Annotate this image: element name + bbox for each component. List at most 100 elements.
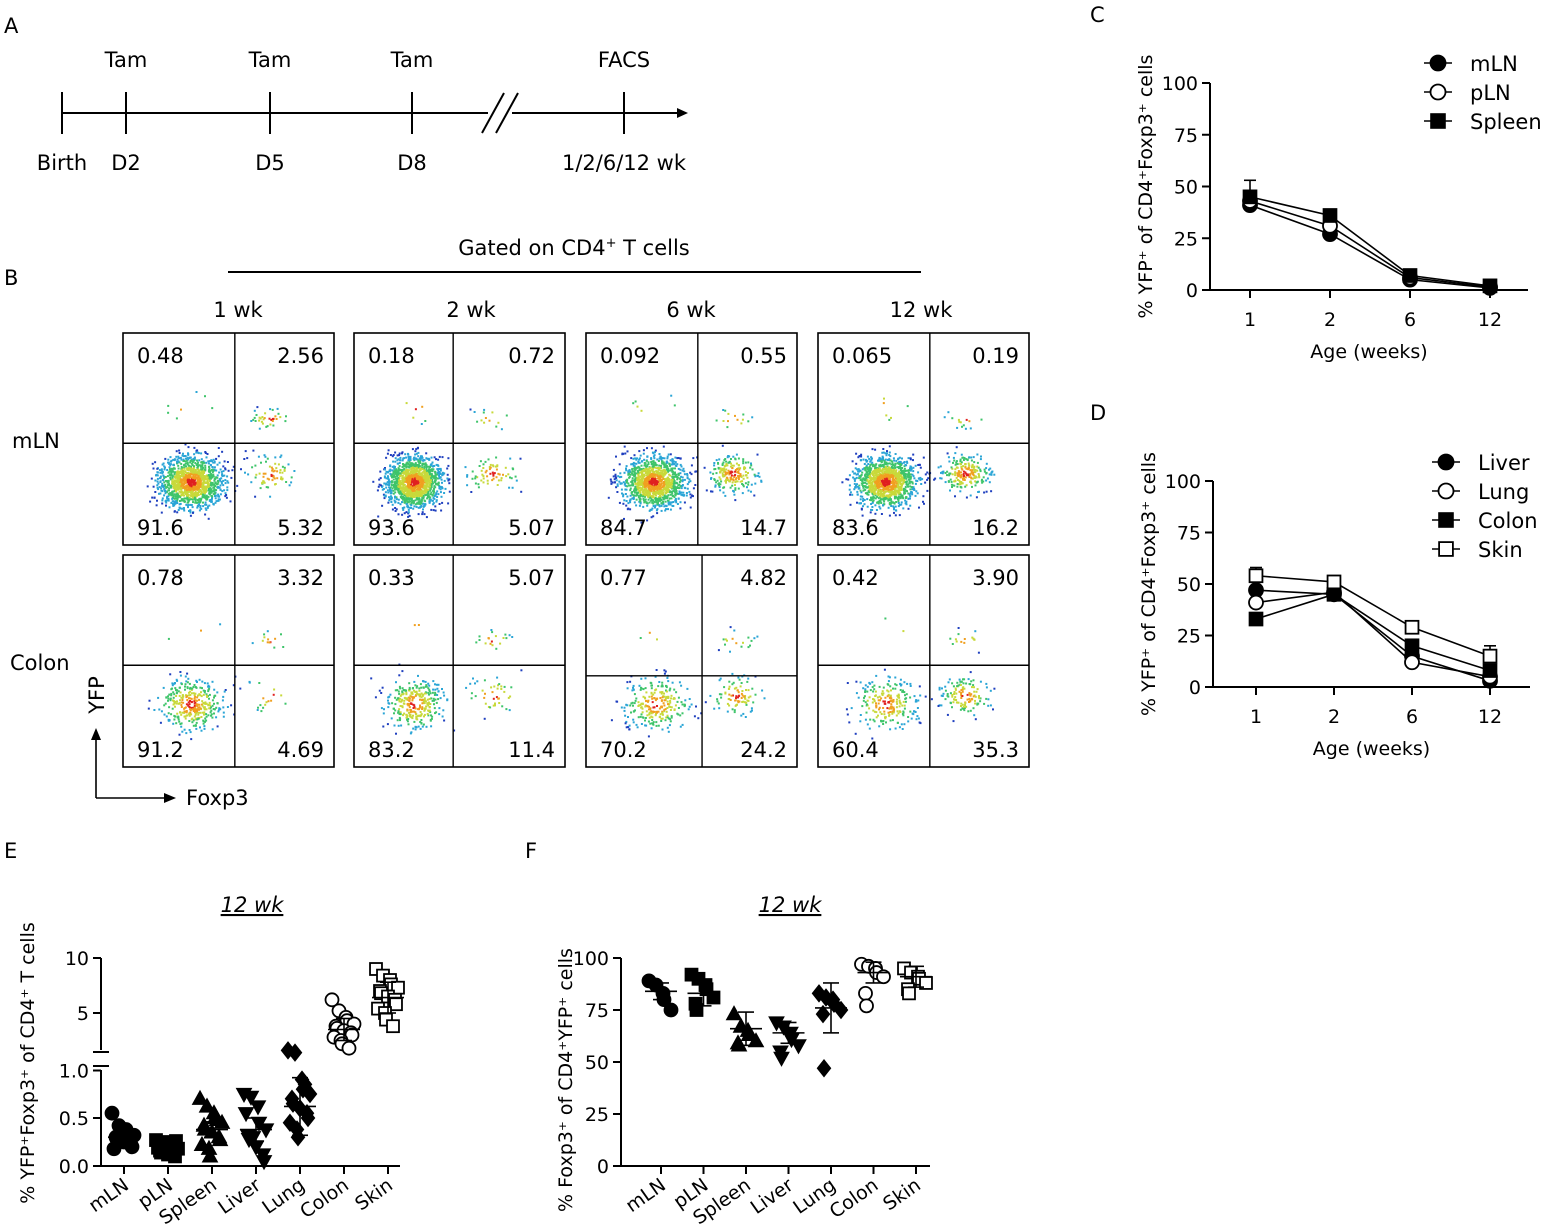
facs-event-dot (210, 490, 213, 493)
facs-event-dot (290, 476, 293, 479)
facs-event-dot (674, 499, 677, 502)
facs-event-dot (662, 475, 665, 478)
facs-event-dot (642, 477, 645, 480)
facs-event-dot (660, 480, 663, 483)
facs-event-dot (648, 469, 651, 472)
facs-event-dot (210, 500, 213, 503)
facs-event-dot (200, 475, 203, 478)
facs-event-dot (182, 507, 185, 509)
facs-event-dot (193, 471, 195, 474)
facs-event-dot (189, 456, 192, 459)
facs-event-dot (391, 455, 394, 458)
facs-event-dot (409, 494, 412, 497)
facs-event-dot (669, 481, 672, 484)
facs-event-dot (154, 491, 157, 493)
facs-event-dot (169, 492, 172, 495)
facs-event-dot (215, 457, 218, 460)
facs-event-dot (868, 468, 871, 471)
facs-event-dot (206, 480, 209, 483)
facs-event-dot (480, 419, 483, 422)
facs-event-dot (650, 489, 653, 492)
facs-event-dot (884, 467, 887, 470)
facs-event-dot (184, 471, 187, 474)
facs-event-dot (256, 406, 259, 409)
facs-event-dot (713, 478, 716, 481)
facs-event-dot (428, 501, 431, 504)
facs-event-dot (164, 457, 167, 460)
facs-event-dot (211, 495, 214, 498)
facs-event-dot (627, 473, 630, 476)
facs-event-dot (890, 500, 893, 503)
facs-event-dot (263, 454, 266, 457)
facs-event-dot (411, 474, 413, 477)
facs-event-dot (189, 488, 192, 491)
facs-event-dot (665, 472, 668, 475)
facs-event-dot (630, 491, 633, 494)
facs-event-dot (741, 492, 744, 495)
facs-event-dot (676, 486, 679, 489)
facs-event-dot (430, 491, 433, 494)
facs-event-dot (910, 467, 912, 470)
facs-event-dot (731, 484, 734, 487)
facs-event-dot (638, 490, 641, 493)
facs-event-dot (413, 496, 416, 498)
facs-event-dot (660, 464, 662, 467)
facs-event-dot (886, 450, 888, 453)
facs-event-dot (392, 476, 395, 478)
facs-event-dot (412, 463, 415, 466)
facs-event-dot (742, 413, 745, 416)
facs-event-dot (639, 493, 642, 496)
facs-event-dot (413, 488, 416, 491)
facs-event-dot (860, 482, 863, 485)
facs-event-dot (650, 447, 653, 450)
facs-event-dot (416, 470, 419, 472)
facs-event-dot (712, 472, 715, 475)
facs-event-dot (394, 472, 397, 475)
facs-event-dot (204, 503, 207, 506)
facs-event-dot (476, 420, 479, 423)
facs-event-dot (870, 463, 873, 466)
facs-event-dot (404, 471, 407, 474)
facs-event-dot (190, 462, 193, 465)
facs-event-dot (858, 455, 861, 457)
facs-event-dot (196, 485, 199, 488)
facs-event-dot (164, 483, 167, 486)
facs-event-dot (646, 455, 649, 458)
facs-event-dot (390, 498, 393, 501)
facs-event-dot (433, 487, 435, 490)
facs-event-dot (186, 463, 189, 466)
facs-event-dot (426, 471, 429, 474)
facs-event-dot (638, 457, 641, 460)
facs-event-dot (668, 479, 671, 482)
facs-event-dot (412, 493, 415, 496)
facs-event-dot (384, 483, 387, 486)
facs-event-dot (266, 457, 269, 460)
facs-event-dot (212, 490, 215, 493)
facs-event-dot (212, 474, 214, 477)
facs-event-dot (192, 493, 195, 496)
facs-event-dot (627, 470, 630, 473)
facs-event-dot (421, 480, 424, 483)
facs-event-dot (407, 515, 410, 518)
facs-event-dot (407, 458, 410, 461)
facs-event-dot (686, 483, 689, 486)
facs-event-dot (623, 517, 625, 520)
facs-event-dot (384, 491, 387, 494)
facs-event-dot (398, 477, 401, 480)
facs-event-dot (744, 470, 747, 473)
facs-event-dot (430, 508, 433, 511)
facs-event-dot (434, 474, 437, 477)
facs-event-dot (220, 470, 223, 473)
facs-event-dot (178, 503, 181, 506)
facs-event-dot (399, 483, 402, 486)
facs-event-dot (855, 462, 858, 465)
facs-event-dot (391, 503, 394, 506)
facs-event-dot (897, 500, 900, 503)
facs-event-dot (388, 484, 391, 486)
facs-event-dot (642, 482, 645, 485)
facs-event-dot (210, 488, 213, 491)
facs-event-dot (198, 478, 201, 481)
facs-event-dot (197, 475, 200, 478)
facs-event-dot (208, 499, 211, 502)
facs-event-dot (625, 479, 628, 482)
